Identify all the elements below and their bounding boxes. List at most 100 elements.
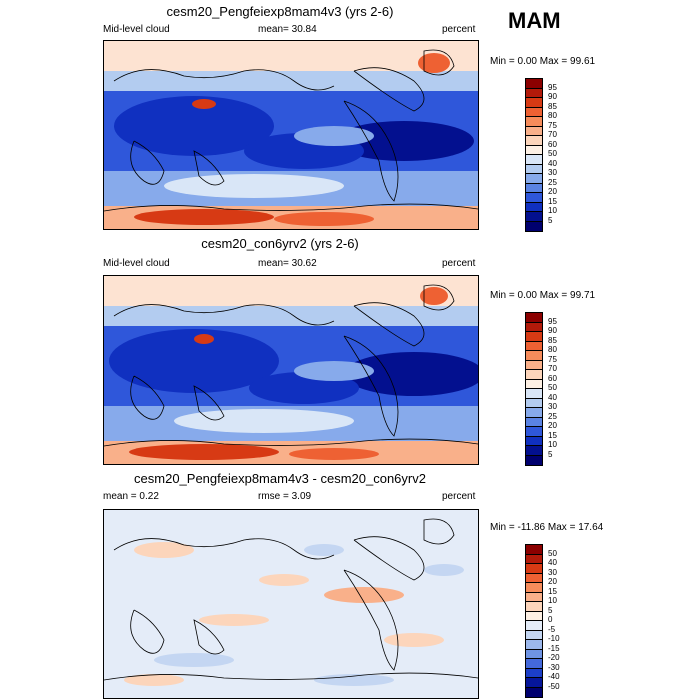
colorbar-label: 20 [548,421,557,430]
panel-3-minmax: Min = -11.86 Max = 17.64 [490,522,604,533]
colorbar-label: 15 [548,430,557,440]
colorbar-label: 10 [548,440,557,449]
colorbar-cell [526,398,542,408]
colorbar-cell [526,659,542,669]
colorbar-cell [526,630,542,640]
colorbar-cell [526,155,542,165]
colorbar-cell [526,564,542,574]
panel-1-units: percent [442,24,476,35]
colorbar-label: 10 [548,206,557,215]
colorbar-label: 25 [548,177,557,187]
colorbar-cell [526,592,542,602]
colorbar-label: 75 [548,354,557,364]
colorbar-label: 85 [548,101,557,111]
panel-1-map [103,40,479,230]
colorbar-cell [526,202,542,212]
colorbar-label: 40 [548,158,557,168]
colorbar-cell [526,313,542,323]
colorbar-cell [526,145,542,155]
colorbar-cell [526,88,542,98]
colorbar-label: 60 [548,373,557,383]
colorbar-label: 40 [548,558,557,567]
colorbar-cell [526,193,542,203]
colorbar-label: -5 [548,624,556,634]
colorbar-label: -10 [548,634,560,643]
panel-2-left-label: Mid-level cloud [103,258,170,269]
colorbar-label: 15 [548,196,557,206]
panel-3-title: cesm20_Pengfeiexp8mam4v3 - cesm20_con6yr… [134,471,426,486]
colorbar-label: 0 [548,615,553,624]
panel-1-minmax: Min = 0.00 Max = 99.61 [490,56,596,67]
colorbar-label: 10 [548,596,557,605]
panel-2-colorbar [525,312,543,466]
colorbar-cell [526,117,542,127]
colorbar-label: 40 [548,392,557,402]
colorbar-cell [526,98,542,108]
colorbar-cell [526,136,542,146]
colorbar-cell [526,668,542,678]
colorbar-label: 70 [548,130,557,139]
colorbar-label: -50 [548,681,560,691]
colorbar-label: 20 [548,187,557,196]
colorbar-cell [526,360,542,370]
colorbar-label: 30 [548,567,557,577]
colorbar-cell [526,446,542,456]
colorbar-cell [526,126,542,136]
colorbar-label: 50 [548,548,557,558]
colorbar-label: 75 [548,120,557,130]
colorbar-cell [526,640,542,650]
colorbar-cell [526,341,542,351]
colorbar-label: -20 [548,653,560,662]
colorbar-cell [526,545,542,555]
colorbar-label: 50 [548,149,557,158]
panel-1-colorbar [525,78,543,232]
colorbar-cell [526,389,542,399]
colorbar-label: 95 [548,316,557,326]
colorbar-cell [526,436,542,446]
colorbar-cell [526,611,542,621]
panel-3-mean: mean = 0.22 [103,491,159,502]
panel-1-mean: mean= 30.84 [258,24,317,35]
colorbar-cell [526,322,542,332]
colorbar-cell [526,417,542,427]
colorbar-cell [526,221,542,231]
colorbar-label: 5 [548,449,553,459]
colorbar-cell [526,332,542,342]
colorbar-label: 5 [548,605,553,615]
panel-3-rmse: rmse = 3.09 [258,491,312,502]
colorbar-label: 15 [548,586,557,596]
colorbar-label: 80 [548,111,557,120]
colorbar-cell [526,678,542,688]
panel-3-colorbar [525,544,543,698]
colorbar-label: 25 [548,411,557,421]
colorbar-label: 30 [548,168,557,177]
colorbar-cell [526,573,542,583]
colorbar-cell [526,370,542,380]
colorbar-label: 95 [548,82,557,92]
panel-1-title: cesm20_Pengfeiexp8mam4v3 (yrs 2-6) [166,4,394,19]
colorbar-cell [526,351,542,361]
colorbar-cell [526,164,542,174]
colorbar-cell [526,583,542,593]
colorbar-cell [526,687,542,697]
colorbar-label: 90 [548,92,557,101]
colorbar-cell [526,408,542,418]
colorbar-label: 70 [548,364,557,373]
colorbar-cell [526,183,542,193]
panel-2-minmax: Min = 0.00 Max = 99.71 [490,290,596,301]
colorbar-label: 5 [548,215,553,225]
panel-2-units: percent [442,258,476,269]
colorbar-cell [526,455,542,465]
panel-3-map [103,509,479,699]
colorbar-cell [526,602,542,612]
colorbar-label: 30 [548,402,557,411]
colorbar-cell [526,554,542,564]
colorbar-cell [526,107,542,117]
colorbar-cell [526,649,542,659]
colorbar-label: -15 [548,643,560,653]
colorbar-label: 20 [548,577,557,586]
colorbar-cell [526,174,542,184]
colorbar-label: -30 [548,662,560,672]
panel-3-units: percent [442,491,476,502]
colorbar-label: 90 [548,326,557,335]
